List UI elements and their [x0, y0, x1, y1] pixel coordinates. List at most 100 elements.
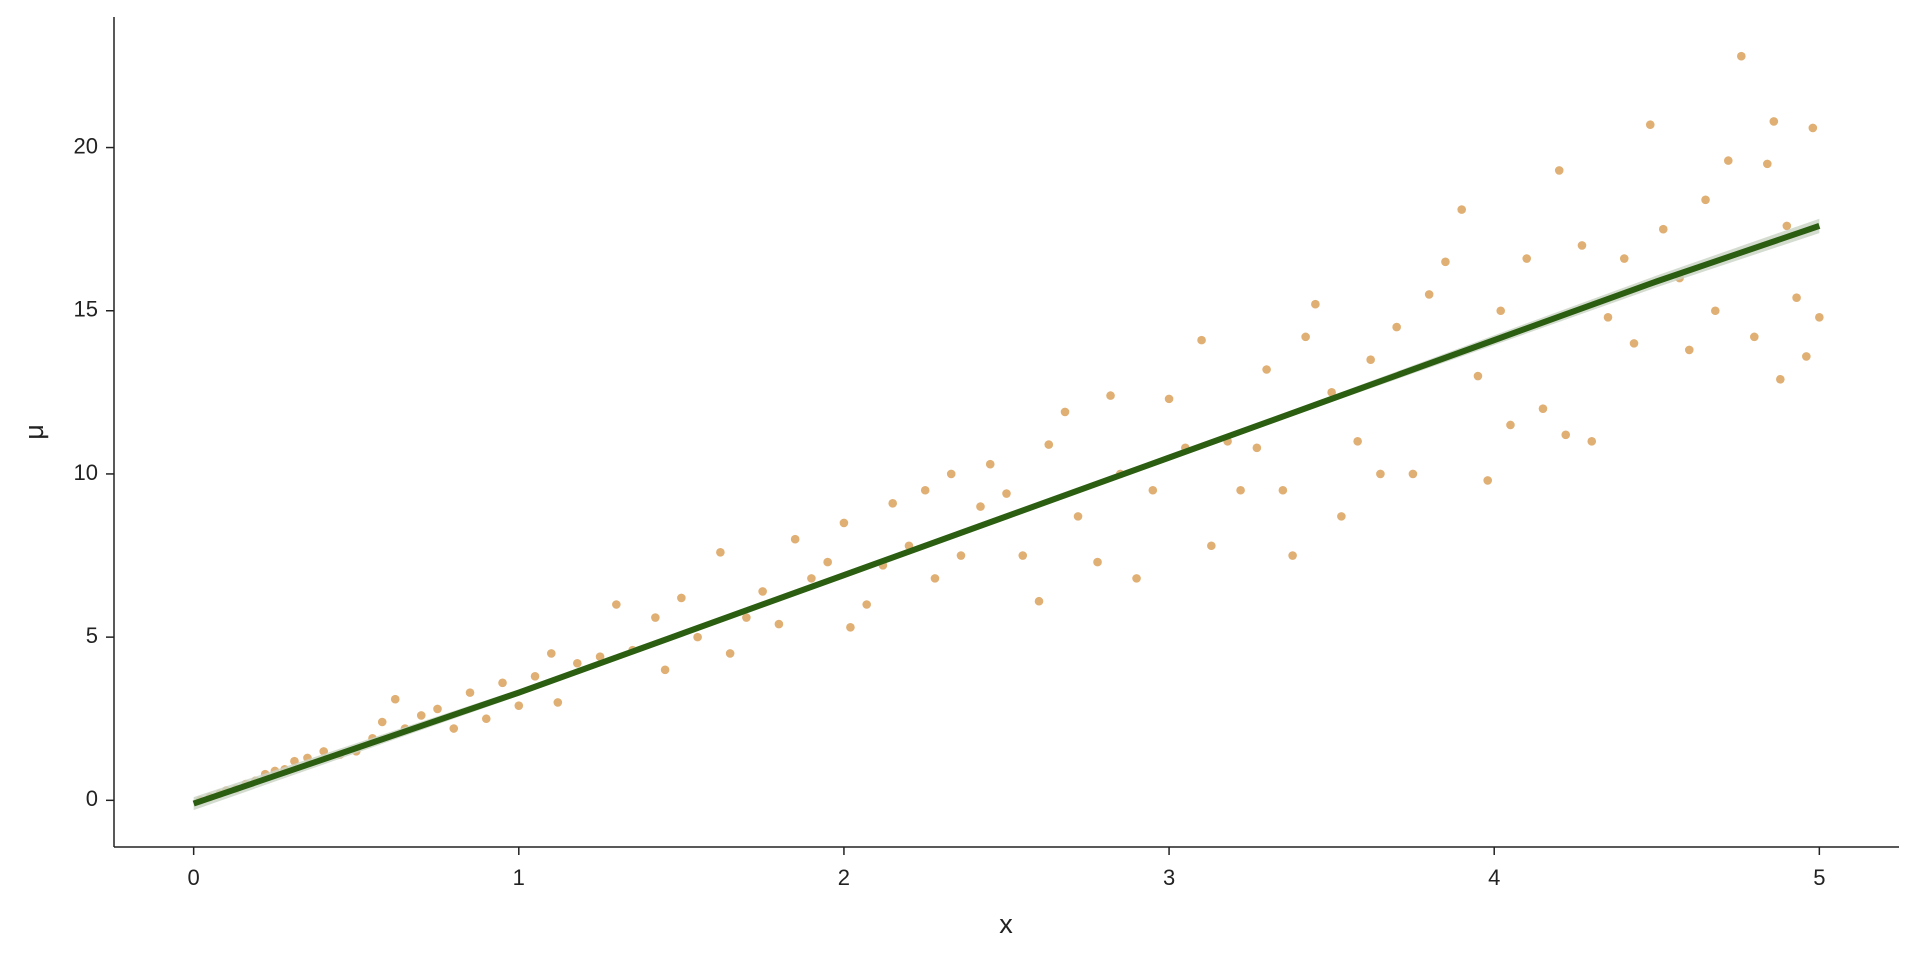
point	[677, 593, 686, 603]
point	[1701, 195, 1710, 205]
point	[1301, 332, 1310, 342]
point	[1457, 205, 1466, 214]
point	[1376, 469, 1385, 479]
point	[1044, 440, 1054, 449]
point	[693, 632, 702, 642]
point	[1408, 469, 1418, 479]
point	[920, 485, 930, 495]
y-axis-label: μ	[19, 424, 49, 440]
point	[1792, 293, 1801, 302]
point	[1392, 322, 1401, 332]
point	[498, 678, 507, 688]
point	[1093, 557, 1102, 567]
y-tick-label: 5	[86, 623, 98, 648]
point	[1496, 306, 1506, 316]
point	[1577, 241, 1587, 250]
y-tick-label: 15	[74, 297, 98, 322]
point	[839, 518, 849, 528]
point	[1645, 120, 1655, 130]
point	[1815, 312, 1824, 322]
y-tick-label: 0	[86, 786, 98, 811]
point	[758, 587, 767, 596]
point	[1132, 574, 1141, 583]
point	[985, 459, 995, 469]
point	[1724, 156, 1733, 165]
point	[1522, 254, 1532, 263]
point	[774, 619, 784, 629]
point	[976, 502, 985, 511]
x-tick-label: 3	[1163, 865, 1175, 890]
point	[553, 698, 563, 707]
point	[1750, 332, 1759, 342]
point	[449, 724, 459, 733]
point	[823, 557, 832, 567]
point	[862, 600, 871, 609]
fit-line	[192, 223, 1821, 807]
point	[1073, 512, 1083, 521]
point	[846, 623, 855, 632]
point	[433, 704, 442, 714]
point	[514, 701, 524, 710]
point	[1148, 485, 1158, 495]
point	[1197, 335, 1206, 345]
point	[1236, 485, 1245, 495]
point	[465, 688, 475, 697]
point	[1278, 485, 1288, 495]
x-tick-label: 5	[1813, 865, 1825, 890]
point	[1561, 430, 1571, 440]
point	[377, 717, 387, 727]
point	[1252, 443, 1262, 453]
point	[1782, 221, 1792, 231]
point	[1262, 365, 1271, 374]
point	[1473, 371, 1483, 381]
point	[1164, 394, 1174, 404]
point	[573, 658, 582, 668]
point	[1311, 299, 1320, 309]
point	[1366, 355, 1375, 365]
point	[1619, 254, 1629, 263]
point	[1587, 437, 1597, 446]
point	[1629, 339, 1639, 348]
point	[612, 600, 621, 609]
point	[1002, 489, 1011, 498]
point	[888, 499, 898, 508]
point	[956, 551, 966, 560]
y-tick-label: 20	[74, 133, 98, 158]
point	[1554, 166, 1564, 175]
point	[1808, 123, 1818, 133]
point	[481, 714, 491, 724]
point	[1737, 51, 1746, 61]
point	[1018, 551, 1028, 560]
point	[1769, 117, 1779, 126]
point	[1441, 257, 1450, 267]
point	[651, 613, 660, 622]
point	[725, 649, 735, 658]
point	[930, 574, 940, 583]
point	[790, 534, 800, 544]
point	[1603, 312, 1613, 322]
x-tick-label: 4	[1488, 865, 1500, 890]
point	[1776, 374, 1785, 384]
point	[595, 652, 605, 662]
point	[1506, 420, 1515, 430]
x-axis-label: x	[999, 909, 1013, 939]
point	[1034, 596, 1044, 606]
point	[390, 694, 400, 704]
point	[1658, 224, 1668, 234]
point	[530, 672, 540, 681]
x-tick-label: 1	[513, 865, 525, 890]
point	[716, 547, 725, 557]
x-tick-label: 0	[188, 865, 200, 890]
y-tick-label: 10	[74, 460, 98, 485]
point	[1710, 306, 1720, 316]
point	[1684, 345, 1694, 355]
point	[807, 574, 816, 583]
point	[1353, 437, 1362, 446]
point	[1288, 551, 1297, 560]
point	[1424, 290, 1434, 299]
point	[660, 665, 670, 675]
point	[1207, 541, 1216, 551]
point	[1763, 159, 1772, 169]
point	[1106, 391, 1115, 400]
